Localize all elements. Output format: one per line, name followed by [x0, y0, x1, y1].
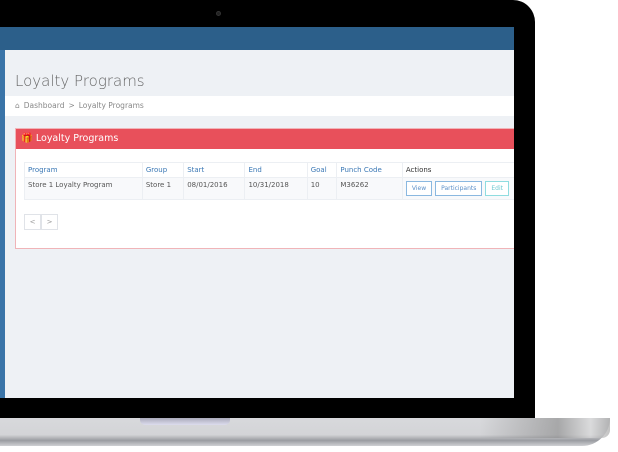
prev-page-button[interactable]: < — [24, 214, 41, 230]
cell-end: 10/31/2018 — [244, 177, 308, 200]
app-screen: Loyalty Programs ⌂ Dashboard > Loyalty Prog… — [0, 27, 514, 398]
panel-header: 🎁 Loyalty Programs — [16, 129, 514, 149]
col-end[interactable]: End — [244, 162, 308, 178]
breadcrumb-separator: > — [68, 101, 75, 110]
breadcrumb-dashboard[interactable]: Dashboard — [23, 101, 65, 110]
col-punch-code[interactable]: Punch Code — [336, 162, 403, 178]
loyalty-programs-panel: 🎁 Loyalty Programs Program Group Start E… — [15, 128, 514, 249]
sidebar — [0, 50, 5, 398]
col-group[interactable]: Group — [141, 162, 185, 178]
top-navbar — [0, 27, 514, 50]
participants-button[interactable]: Participants — [435, 181, 483, 196]
edit-button[interactable]: Edit — [485, 181, 509, 196]
cell-goal: 10 — [306, 177, 338, 200]
view-button[interactable]: View — [405, 181, 433, 196]
cell-program: Store 1 Loyalty Program — [24, 177, 143, 200]
table-header: Program Group Start End Goal Punch Code … — [24, 162, 514, 178]
laptop-base-edge — [480, 418, 610, 438]
col-program[interactable]: Program — [24, 162, 143, 178]
next-page-button[interactable]: > — [41, 214, 58, 230]
cell-start: 08/01/2016 — [183, 177, 246, 200]
breadcrumb-current: Loyalty Programs — [78, 101, 144, 110]
cell-punch-code: M36262 — [336, 177, 403, 200]
col-actions: Actions — [401, 162, 514, 178]
page-title: Loyalty Programs — [15, 72, 145, 90]
col-goal[interactable]: Goal — [306, 162, 338, 178]
pagination: < > — [24, 214, 58, 230]
table-row: Store 1 Loyalty Program Store 1 08/01/20… — [24, 177, 514, 200]
camera-icon — [216, 11, 221, 16]
breadcrumb: ⌂ Dashboard > Loyalty Programs — [5, 96, 514, 116]
programs-table: Program Group Start End Goal Punch Code … — [24, 162, 514, 200]
home-icon: ⌂ — [15, 101, 20, 110]
gift-icon: 🎁 — [21, 133, 33, 144]
col-start[interactable]: Start — [183, 162, 246, 178]
panel-title: Loyalty Programs — [35, 133, 119, 144]
laptop-notch — [140, 418, 230, 425]
cell-group: Store 1 — [141, 177, 185, 200]
cell-actions: View Participants Edit — [401, 177, 514, 200]
